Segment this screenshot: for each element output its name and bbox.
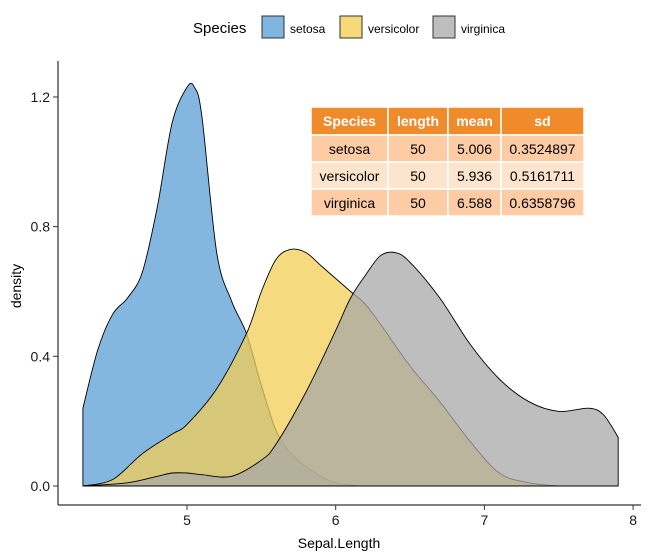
table-header-cell-bg xyxy=(500,106,585,136)
y-tick-label-3: 1.2 xyxy=(31,89,51,105)
table-header-cell-bg xyxy=(310,106,389,136)
table-cell-bg xyxy=(387,161,449,190)
x-tick-label-6: 6 xyxy=(332,512,340,528)
table-cell: 5.936 xyxy=(457,168,492,184)
table-cell: 6.588 xyxy=(457,195,492,211)
table-header-mean: mean xyxy=(456,113,493,129)
legend-label-versicolor: versicolor xyxy=(368,22,419,36)
y-tick-label-0: 0.0 xyxy=(31,478,51,494)
y-axis-title: density xyxy=(8,264,24,308)
legend: Species setosa versicolor virginica xyxy=(193,15,505,39)
legend-label-setosa: setosa xyxy=(290,22,326,36)
table-cell-bg xyxy=(500,134,585,163)
table-cell: 0.6358796 xyxy=(509,195,575,211)
x-tick-label-7: 7 xyxy=(481,512,489,528)
table-header-cell-bg xyxy=(387,106,449,136)
table-cell: 0.3524897 xyxy=(509,141,575,157)
legend-swatch-setosa xyxy=(261,15,285,39)
table-cell: 50 xyxy=(410,195,426,211)
x-tick-label-5: 5 xyxy=(183,512,191,528)
legend-entry-virginica: virginica xyxy=(432,15,505,39)
table-cell-bg xyxy=(387,188,449,217)
y-tick-label-2: 0.8 xyxy=(31,219,51,235)
axes: 5 6 7 8 0.0 0.4 0.8 1.2 xyxy=(31,61,641,528)
density-area-virginica xyxy=(82,251,619,487)
table-cell-bg xyxy=(387,134,449,163)
legend-swatch-versicolor xyxy=(339,15,363,39)
x-axis-title: Sepal.Length xyxy=(298,535,381,551)
table-header-Species: Species xyxy=(323,113,376,129)
table-cell-bg xyxy=(310,161,389,190)
table-cell: virginica xyxy=(324,195,376,211)
table-cell: 50 xyxy=(410,141,426,157)
table-cell-bg xyxy=(310,188,389,217)
table-cell-bg xyxy=(500,161,585,190)
table-header-sd: sd xyxy=(534,113,550,129)
legend-entry-versicolor: versicolor xyxy=(339,15,419,39)
table-cell-bg xyxy=(500,188,585,217)
table-cell: versicolor xyxy=(320,168,380,184)
table-cell: 5.006 xyxy=(457,141,492,157)
legend-entry-setosa: setosa xyxy=(261,15,326,39)
table-cell: setosa xyxy=(329,141,370,157)
legend-label-virginica: virginica xyxy=(461,22,505,36)
x-tick-label-8: 8 xyxy=(629,512,637,528)
table-cell: 50 xyxy=(410,168,426,184)
table-header-length: length xyxy=(397,113,439,129)
y-tick-label-1: 0.4 xyxy=(31,348,51,364)
summary-table: Species length mean sd setosa 50 5.006 0.352489… xyxy=(310,106,585,217)
legend-swatch-virginica xyxy=(432,15,456,39)
legend-title: Species xyxy=(193,20,246,37)
table-cell: 0.5161711 xyxy=(510,168,575,184)
density-areas xyxy=(82,82,619,487)
